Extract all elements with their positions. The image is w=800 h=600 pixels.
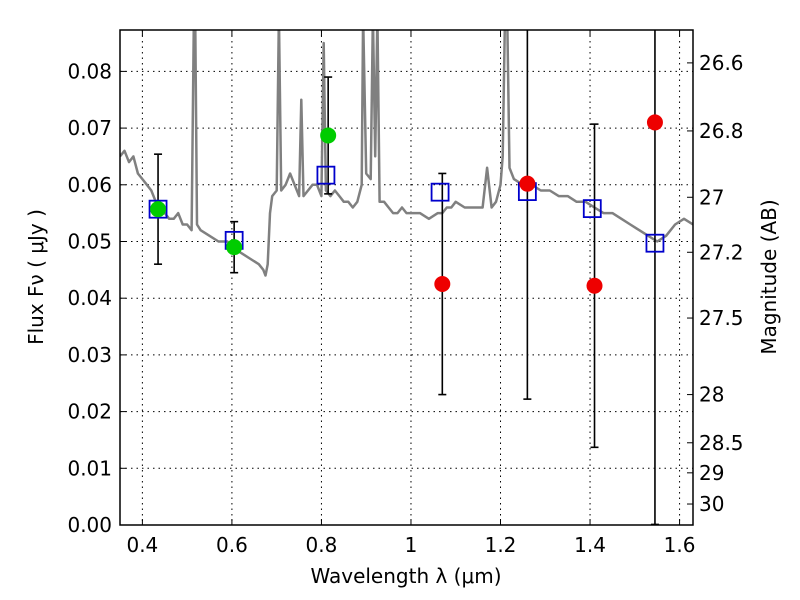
red-data-point xyxy=(586,277,603,294)
y-tick-label: 0.02 xyxy=(67,400,112,424)
green-data-point xyxy=(320,127,337,144)
y2-tick-label: 27.5 xyxy=(699,306,744,330)
y-tick-label: 0.05 xyxy=(67,229,112,253)
y2-tick-label: 28.5 xyxy=(699,431,744,455)
y2-tick-label: 30 xyxy=(699,492,724,516)
red-data-point xyxy=(646,114,663,131)
errorbars xyxy=(154,30,659,526)
model-square-marker xyxy=(645,233,665,253)
model-square-marker xyxy=(148,199,168,219)
green-data-point xyxy=(150,201,167,218)
model-square-marker xyxy=(582,199,602,219)
spectrum-line xyxy=(120,30,693,277)
x-tick-label: 1 xyxy=(405,533,418,557)
green-data-point xyxy=(226,239,243,256)
y2-tick-label: 26.6 xyxy=(699,51,744,75)
x-tick-label: 1.2 xyxy=(485,533,517,557)
model-square-marker xyxy=(430,182,450,202)
y-tick-label: 0.06 xyxy=(67,173,112,197)
red-data-point xyxy=(519,175,536,192)
y-axis-label: Flux Fν ( μJy ) xyxy=(24,209,48,345)
y2-axis-ticks: 26.6 26.8 27 27.2 27.5 28 28.5 29 30 xyxy=(687,51,744,516)
y2-tick-label: 27.2 xyxy=(699,240,744,264)
x-axis-ticks: 0.4 0.6 0.8 1 1.2 1.4 1.6 xyxy=(126,30,695,557)
x-tick-label: 1.6 xyxy=(664,533,696,557)
y2-tick-label: 28 xyxy=(699,383,724,407)
y-axis-ticks: 0.00 0.01 0.02 0.03 0.04 0.05 0.06 0.07 0.08 xyxy=(67,59,126,537)
red-data-point xyxy=(434,276,451,293)
model-square-marker xyxy=(316,165,336,185)
x-axis-label: Wavelength λ (μm) xyxy=(310,564,501,588)
x-tick-label: 0.8 xyxy=(306,533,338,557)
y-tick-label: 0.00 xyxy=(67,513,112,537)
markers xyxy=(148,114,665,294)
y-tick-label: 0.01 xyxy=(67,456,112,480)
plot-frame xyxy=(119,29,694,526)
x-tick-label: 0.6 xyxy=(216,533,248,557)
y-tick-label: 0.08 xyxy=(67,59,112,83)
y2-axis-label: Magnitude (AB) xyxy=(757,199,781,354)
y2-tick-label: 29 xyxy=(699,461,724,485)
x-tick-label: 0.4 xyxy=(126,533,158,557)
grid xyxy=(120,30,693,525)
y2-tick-label: 26.8 xyxy=(699,119,744,143)
y2-tick-label: 27 xyxy=(699,185,724,209)
y-tick-label: 0.04 xyxy=(67,286,112,310)
spectrum-series xyxy=(120,30,693,277)
x-tick-label: 1.4 xyxy=(574,533,606,557)
y-tick-label: 0.07 xyxy=(67,116,112,140)
y-tick-label: 0.03 xyxy=(67,343,112,367)
